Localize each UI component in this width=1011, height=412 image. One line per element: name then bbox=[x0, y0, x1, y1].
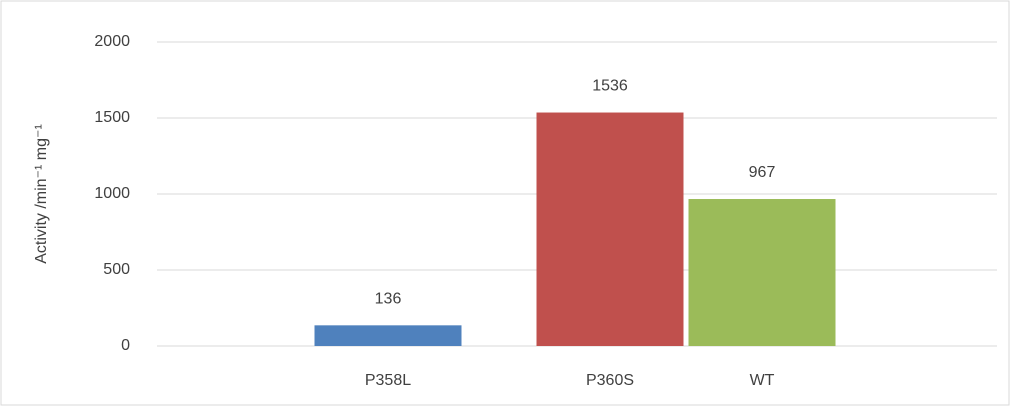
y-tick-label: 2000 bbox=[94, 33, 130, 50]
x-tick-label: P360S bbox=[586, 372, 634, 389]
bar bbox=[536, 112, 684, 346]
bar bbox=[688, 199, 836, 346]
y-tick-label: 500 bbox=[103, 261, 130, 278]
y-tick-label: 0 bbox=[121, 337, 130, 354]
x-tick-label: P358L bbox=[365, 372, 411, 389]
y-axis-title: Activity /min⁻¹ mg⁻¹ bbox=[33, 124, 50, 264]
data-label: 967 bbox=[749, 164, 776, 181]
bar bbox=[314, 325, 462, 346]
x-tick-label: WT bbox=[750, 372, 775, 389]
data-label: 1536 bbox=[592, 78, 628, 95]
data-label: 136 bbox=[375, 291, 402, 308]
y-tick-label: 1500 bbox=[94, 109, 130, 126]
y-tick-label: 1000 bbox=[94, 185, 130, 202]
